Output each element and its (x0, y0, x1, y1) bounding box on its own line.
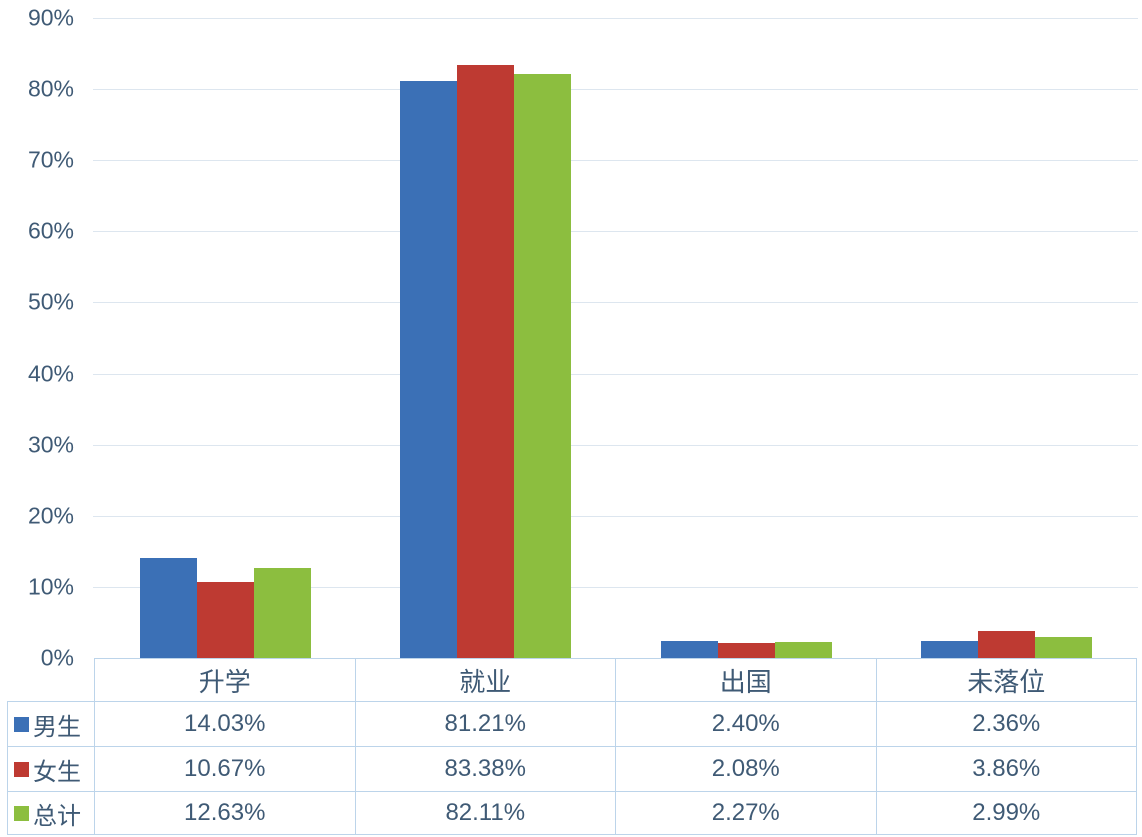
data-table: 升学 就业 出国 未落位 男生 14.03% 81.21% 2.40% 2.36… (7, 658, 1137, 835)
category-header: 就业 (355, 658, 616, 702)
table-value: 10.67% (95, 747, 356, 792)
legend-label: 男生 (33, 713, 81, 741)
table-value: 81.21% (355, 702, 616, 747)
legend-swatch-red-icon (14, 761, 29, 777)
table-value: 3.86% (876, 747, 1137, 792)
y-axis-tick-label: 10% (27, 573, 74, 600)
gridline (93, 374, 1138, 375)
legend-item-boys: 男生 (7, 702, 95, 747)
table-value: 2.99% (876, 792, 1137, 835)
legend-swatch-blue-icon (14, 716, 29, 732)
bars-region (95, 18, 1137, 658)
table-value: 2.27% (616, 792, 877, 835)
legend-swatch-green-icon (14, 805, 29, 821)
gridline (93, 445, 1138, 446)
bar-group-abroad (616, 18, 877, 658)
y-axis-tick-label: 40% (27, 360, 74, 387)
gridline (93, 160, 1138, 161)
bar-girls (457, 65, 515, 658)
gridline (93, 587, 1138, 588)
y-axis-tick-label: 60% (27, 217, 74, 244)
legend-label: 总计 (33, 802, 81, 830)
y-axis-tick-label: 50% (27, 288, 74, 315)
table-value: 83.38% (355, 747, 616, 792)
gridline (93, 89, 1138, 90)
bar-group-employment (356, 18, 617, 658)
bar-total (514, 74, 572, 658)
gridline (93, 516, 1138, 517)
bar-boys (400, 80, 458, 658)
legend-item-girls: 女生 (7, 747, 95, 792)
bar-boys (660, 640, 718, 658)
y-axis-tick-label: 80% (27, 75, 74, 102)
table-value: 82.11% (355, 792, 616, 835)
bar-girls (978, 630, 1036, 658)
bar-total (1035, 636, 1093, 658)
gridline (93, 18, 1138, 19)
table-corner-cell (7, 658, 95, 702)
category-header: 出国 (616, 658, 877, 702)
legend-item-total: 总计 (7, 792, 95, 835)
bar-boys (921, 641, 979, 658)
y-axis-tick-label: 70% (27, 146, 74, 173)
plot-area: 90% 80% 70% 60% 50% 40% 30% 20% 10% 0% (27, 4, 1138, 669)
bar-group-unplaced (877, 18, 1138, 658)
table-value: 12.63% (95, 792, 356, 835)
bar-total (253, 568, 311, 658)
y-axis-tick-label: 90% (27, 4, 74, 31)
table-value: 14.03% (95, 702, 356, 747)
bar-girls (196, 582, 254, 658)
bar-group-further-education (95, 18, 356, 658)
gridline (93, 231, 1138, 232)
bar-total (774, 641, 832, 658)
bar-boys (139, 558, 197, 658)
table-value: 2.40% (616, 702, 877, 747)
table-value: 2.08% (616, 747, 877, 792)
category-header: 未落位 (876, 658, 1137, 702)
y-axis-tick-label: 20% (27, 502, 74, 529)
legend-label: 女生 (33, 758, 81, 786)
gridline (93, 302, 1138, 303)
category-header: 升学 (95, 658, 356, 702)
y-axis-tick-label: 30% (27, 431, 74, 458)
bar-girls (717, 643, 775, 658)
y-axis-tick-label: 0% (40, 644, 74, 671)
table-value: 2.36% (876, 702, 1137, 747)
